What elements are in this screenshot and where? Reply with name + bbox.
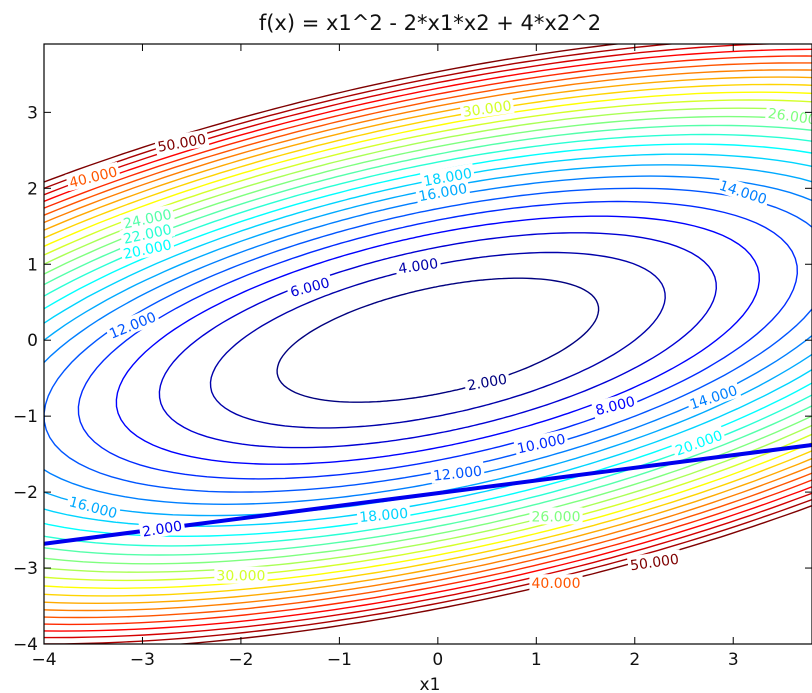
- contour-line-34: [44, 83, 812, 597]
- y-tick-label: 3: [27, 103, 38, 123]
- contour-label: 2.000: [466, 372, 508, 395]
- contour-line-50: [44, 44, 812, 644]
- contour-line-22: [44, 133, 812, 547]
- contour-line-8: [115, 215, 761, 465]
- contour-label: 30.000: [462, 98, 513, 121]
- contour-lines: [44, 44, 812, 644]
- x-axis-ticks: −4 −3 −2 −1 0 1 2 3: [31, 44, 739, 670]
- x-tick-label: 0: [432, 650, 443, 670]
- contour-line-6: [158, 232, 718, 449]
- x-tick-label: −1: [327, 650, 352, 670]
- contour-label: 12.000: [432, 464, 482, 485]
- y-tick-label: −2: [13, 483, 38, 503]
- x-tick-label: −2: [228, 650, 253, 670]
- y-axis-ticks: −4 −3 −2 −1 0 1 2 3: [13, 103, 812, 655]
- x-tick-label: 1: [531, 650, 542, 670]
- contour-label: 40.000: [532, 576, 581, 592]
- constraint-line-label: 2.000: [141, 519, 183, 541]
- x-tick-label: 2: [629, 650, 640, 670]
- x-tick-label: −3: [130, 650, 155, 670]
- contour-line-4: [209, 251, 666, 429]
- contour-line-42: [44, 55, 812, 626]
- contour-line-14: [44, 175, 812, 506]
- contour-label: 12.000: [107, 309, 158, 342]
- contour-line-20: [44, 143, 812, 538]
- contour-line-44: [44, 48, 812, 632]
- x-axis-label: x1: [420, 675, 441, 693]
- contour-labels: 2.0004.0006.0008.00010.00012.00012.00014…: [65, 95, 812, 592]
- contour-line-38: [44, 69, 812, 612]
- contour-label: 18.000: [359, 506, 409, 526]
- y-tick-label: 1: [27, 255, 38, 275]
- contour-label: 4.000: [397, 256, 439, 277]
- x-tick-label: −4: [31, 650, 56, 670]
- contour-label: 50.000: [629, 552, 680, 575]
- contour-label: 30.000: [216, 569, 265, 585]
- contour-line-36: [44, 76, 812, 604]
- contour-label: 26.000: [532, 509, 581, 525]
- y-tick-label: −3: [13, 559, 38, 579]
- contour-line-48: [44, 44, 812, 644]
- y-tick-label: −4: [13, 635, 38, 655]
- contour-line-26: [44, 115, 812, 565]
- contour-line-2: [276, 277, 600, 403]
- chart-title: f(x) = x1^2 - 2*x1*x2 + 4*x2^2: [259, 11, 601, 35]
- y-tick-label: 2: [27, 179, 38, 199]
- contour-label: 6.000: [289, 275, 332, 301]
- contour-line-18: [44, 153, 812, 527]
- contour-line-40: [44, 62, 812, 619]
- contour-label: 26.000: [767, 106, 812, 129]
- x-tick-label: 3: [728, 650, 739, 670]
- plot-frame: [43, 43, 812, 645]
- contour-line-16: [44, 164, 812, 517]
- contour-line-46: [44, 44, 812, 639]
- contour-line-24: [44, 124, 812, 556]
- contour-label: 14.000: [688, 383, 740, 413]
- y-tick-label: 0: [27, 331, 38, 351]
- contour-label: 8.000: [594, 394, 637, 419]
- y-tick-label: −1: [13, 407, 38, 427]
